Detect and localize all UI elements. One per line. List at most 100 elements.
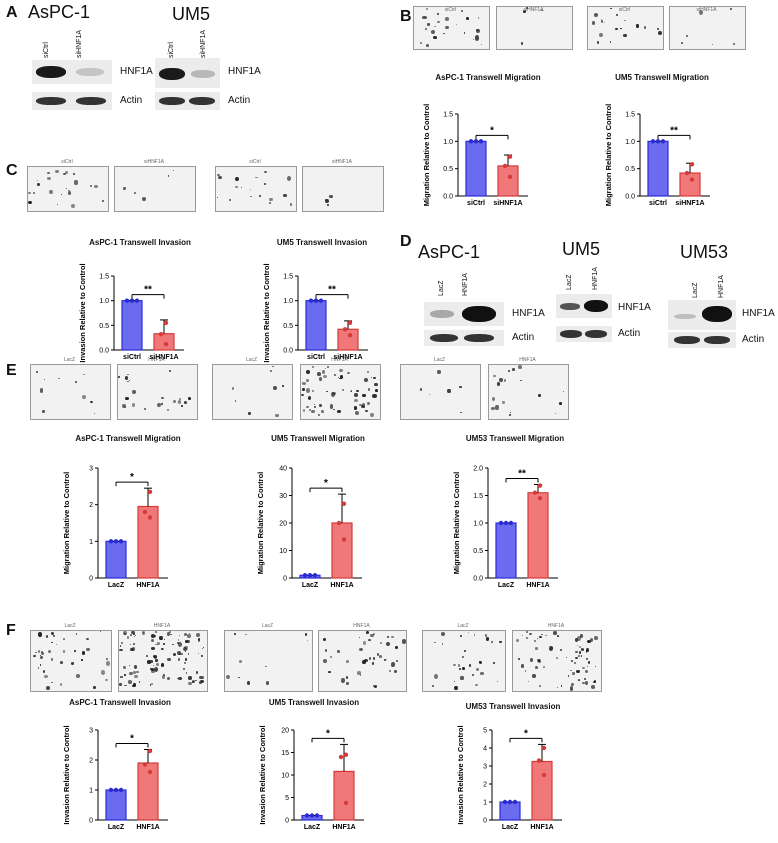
significance-marker: *	[490, 125, 494, 136]
cell-line-title: AsPC-1	[28, 2, 91, 22]
x-tick-label: HNF1A	[332, 824, 355, 831]
data-point	[336, 520, 342, 526]
data-point	[478, 139, 484, 144]
micrograph-label: LacZ	[457, 623, 469, 629]
data-point	[347, 333, 353, 338]
data-point	[537, 496, 543, 501]
micrograph-label: LacZ	[261, 623, 274, 629]
data-point	[342, 327, 348, 332]
control-label: Actin	[120, 95, 143, 106]
y-tick-label: 1.0	[283, 298, 293, 305]
data-point	[147, 515, 153, 520]
y-tick-label: 3	[89, 728, 93, 735]
bar-LacZ	[499, 801, 521, 821]
control-label: Actin	[512, 332, 535, 343]
plot-title: UM5 Transwell Migration	[615, 73, 709, 82]
x-tick-label: LacZ	[108, 824, 125, 831]
y-axis-label: Migration Relative to Control	[62, 472, 71, 575]
y-tick-label: 20	[279, 521, 287, 528]
bar-HNF1A	[531, 760, 553, 821]
bar-siCtrl	[647, 140, 669, 197]
data-point	[507, 799, 513, 805]
y-tick-label: 0	[89, 818, 93, 825]
data-point	[147, 748, 153, 754]
bar-siCtrl	[121, 300, 143, 351]
plot-title: UM53 Transwell Migration	[465, 434, 565, 443]
data-point	[503, 520, 509, 526]
data-point	[473, 139, 479, 144]
x-tick-label: HNF1A	[330, 582, 353, 589]
bar-HNF1A	[331, 522, 353, 579]
y-tick-label: 1.5	[473, 493, 483, 500]
chart-f1: 0 1 2 3 Invasion Relative to Control LacZ HNF1…	[62, 725, 168, 831]
y-tick-label: 4	[483, 746, 487, 753]
data-point	[343, 800, 349, 806]
blot-strip-hnf1a	[155, 58, 220, 88]
data-point	[498, 520, 504, 526]
micrograph-f-0	[30, 630, 112, 692]
chart-c1: 0.0 0.5 1.0 1.5 Invasion Relative to Control…	[78, 263, 184, 363]
bar-siHNF1A	[679, 172, 701, 197]
micrograph-e-2	[212, 364, 293, 420]
significance-marker: *	[326, 728, 330, 739]
micrograph-label: HNF1A	[547, 623, 565, 629]
y-tick-label: 0	[285, 818, 289, 825]
data-point	[508, 520, 514, 526]
data-point	[347, 320, 353, 326]
lane-label: HNF1A	[462, 273, 469, 296]
data-point	[338, 754, 344, 760]
bar-LacZ	[495, 522, 517, 579]
plot-title: UM5 Transwell Invasion	[276, 238, 368, 247]
y-tick-label: 1.5	[99, 274, 109, 281]
micrograph-b-1	[496, 6, 573, 50]
data-point	[536, 758, 542, 763]
control-label: Actin	[618, 328, 641, 339]
micrograph-label: siCtrl	[249, 159, 261, 165]
bar-siCtrl	[465, 140, 487, 197]
chart-b1: 0.0 0.5 1.0 1.5 Migration Relative to Contro…	[422, 104, 528, 207]
y-tick-label: 1.5	[283, 274, 293, 281]
data-point	[302, 573, 308, 578]
micrograph-label: siHNF1A	[143, 159, 165, 165]
blot-strip-hnf1a	[556, 294, 612, 318]
chart-b2: 0.0 0.5 1.0 1.5 Migration Relative to Contro…	[604, 104, 710, 207]
x-tick-label: LacZ	[302, 582, 319, 589]
data-point	[507, 154, 513, 159]
data-point	[689, 162, 695, 167]
y-tick-label: 2	[483, 782, 487, 789]
micrograph-label: HNF1A	[153, 623, 171, 629]
data-point	[312, 573, 318, 578]
cell-line-title: AsPC-1	[418, 242, 481, 262]
data-point	[502, 799, 508, 805]
micrograph-label: LacZ	[245, 357, 258, 363]
control-label: Actin	[228, 95, 251, 106]
x-tick-label: LacZ	[502, 824, 519, 831]
significance-marker: *	[130, 472, 134, 483]
x-tick-label: siHNF1A	[333, 354, 362, 361]
chart-e3: 0.0 0.5 1.0 1.5 2.0 Migration Relative to Con…	[452, 466, 558, 589]
data-point	[507, 174, 513, 180]
micrograph-e-1	[117, 364, 198, 420]
plot-title: AsPC-1 Transwell Invasion	[89, 238, 191, 247]
y-tick-label: 0.0	[625, 194, 635, 201]
x-tick-label: siCtrl	[649, 200, 667, 207]
blot-strip-hnf1a	[668, 300, 736, 330]
y-tick-label: 5	[285, 795, 289, 802]
blot-strip-hnf1a	[424, 302, 504, 326]
data-point	[129, 298, 135, 303]
y-axis-label: Invasion Relative to Control	[258, 725, 267, 824]
y-tick-label: 1.5	[625, 112, 635, 119]
plot-title: UM5 Transwell Migration	[271, 434, 365, 443]
data-point	[341, 537, 347, 542]
y-tick-label: 2	[89, 502, 93, 509]
data-point	[142, 509, 148, 515]
data-point	[655, 139, 661, 144]
panel-label-c: C	[6, 162, 18, 179]
x-tick-label: HNF1A	[526, 582, 549, 589]
y-tick-label: 1	[483, 800, 487, 807]
x-tick-label: siCtrl	[307, 354, 325, 361]
chart-e1: 0 1 2 3 Migration Relative to Control LacZ HNF…	[62, 466, 168, 589]
protein-label: HNF1A	[120, 66, 153, 77]
data-point	[163, 320, 169, 326]
micrograph-label: HNF1A	[353, 623, 370, 629]
